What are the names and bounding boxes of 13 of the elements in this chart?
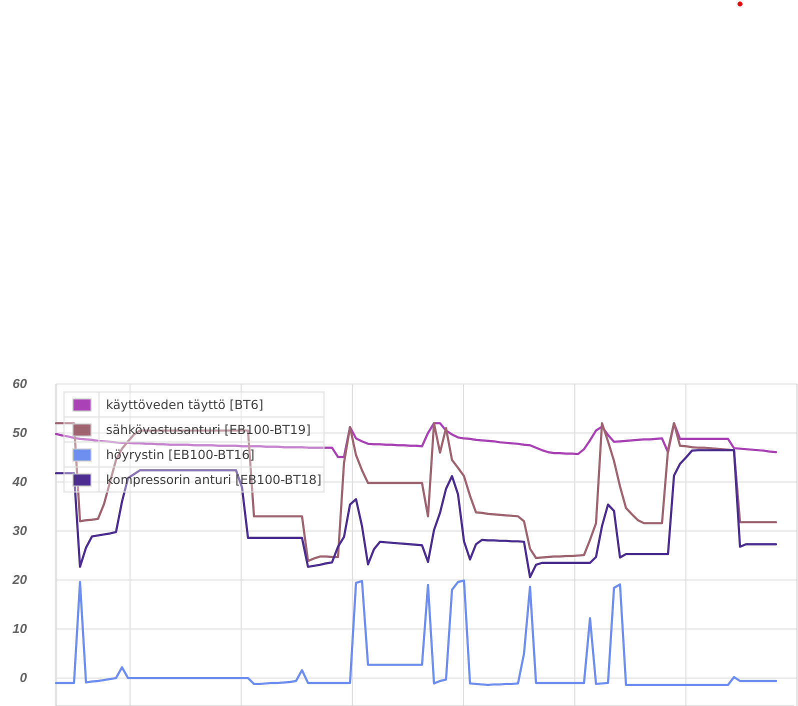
y-tick-label: 30 [12, 523, 28, 538]
y-tick-label: 0 [20, 670, 28, 686]
y-tick-label: 20 [12, 572, 28, 588]
y-tick-label: 50 [12, 425, 28, 440]
y-tick-label: 10 [12, 621, 28, 636]
legend-label: sähkövastusanturi [EB100-BT19] [106, 422, 311, 437]
y-tick-label: 60 [12, 376, 28, 392]
line-series [54, 449, 778, 578]
y-tick-label: 40 [12, 474, 28, 490]
legend-label: höyrystin [EB100-BT16] [106, 447, 255, 462]
line-series [54, 422, 778, 562]
line-series [54, 579, 778, 686]
legend-label: käyttöveden täyttö [BT6] [106, 397, 264, 412]
